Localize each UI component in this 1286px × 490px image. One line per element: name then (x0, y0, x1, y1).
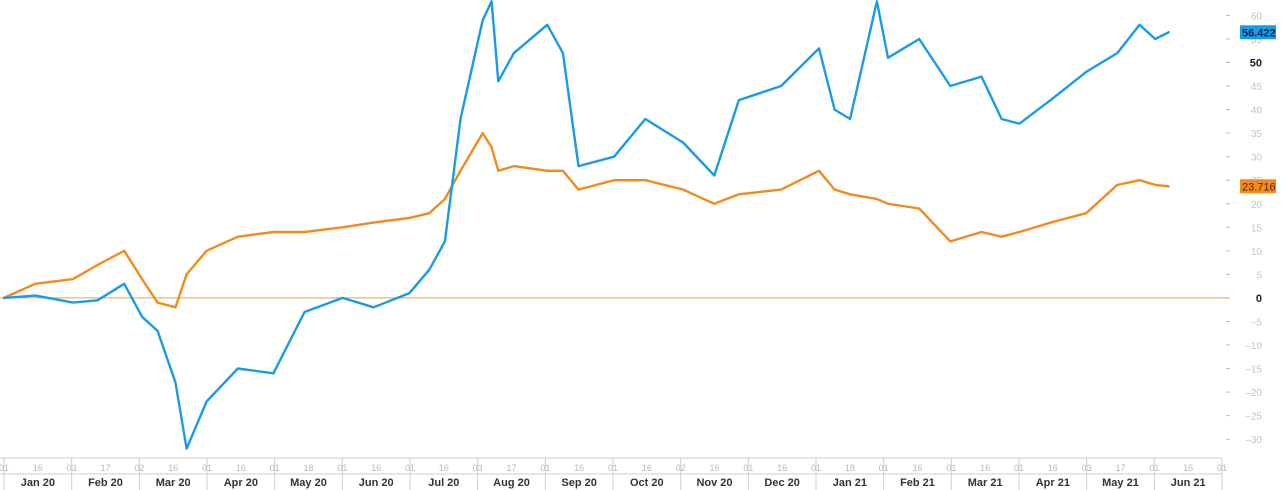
y-tick-label: –30 (1245, 435, 1262, 446)
x-day-tick-label: 01 (0, 463, 9, 473)
x-month-label: May 20 (290, 477, 327, 489)
x-day-tick-label: 16 (777, 463, 787, 473)
series-line-blue (2, 0, 1170, 450)
y-tick-label: –20 (1245, 388, 1262, 399)
x-day-tick-label: 16 (371, 463, 381, 473)
series-layer (2, 0, 1170, 450)
last-value-box (1240, 179, 1276, 194)
x-day-tick-label: 18 (845, 463, 855, 473)
y-tick-label: 35 (1251, 129, 1263, 140)
x-month-label: Nov 20 (696, 477, 732, 489)
x-month-label: Sep 20 (561, 477, 596, 489)
y-tick-label: –5 (1251, 317, 1263, 328)
x-month-label: Feb 21 (900, 477, 935, 489)
y-tick-label: 60 (1251, 11, 1263, 22)
y-axis: 605550454035302520151050–5–10–15–20–25–3… (1226, 11, 1262, 446)
x-month-label: Jan 21 (833, 477, 867, 489)
x-day-tick-label: 16 (912, 463, 922, 473)
x-month-label: Oct 20 (630, 477, 664, 489)
x-day-tick-label: 16 (1048, 463, 1058, 473)
x-day-tick-label: 17 (100, 463, 110, 473)
x-month-label: Jan 20 (21, 477, 55, 489)
y-tick-label: 55 (1251, 35, 1263, 46)
x-day-tick-label: 16 (439, 463, 449, 473)
y-tick-label: 40 (1251, 106, 1263, 117)
x-month-label: Apr 21 (1036, 477, 1070, 489)
x-day-tick-label: 16 (33, 463, 43, 473)
last-value-label: 56.422 (1242, 27, 1276, 39)
x-month-label: Jul 20 (428, 477, 459, 489)
x-month-label: Feb 20 (88, 477, 123, 489)
y-tick-label: 30 (1251, 153, 1263, 164)
y-tick-label: –15 (1245, 365, 1262, 376)
x-month-label: Jun 21 (1171, 477, 1206, 489)
x-day-tick-label: 16 (236, 463, 246, 473)
x-month-label: Aug 20 (493, 477, 530, 489)
x-month-label: Mar 21 (968, 477, 1003, 489)
y-tick-label: 45 (1251, 82, 1263, 93)
last-value-label: 23.716 (1242, 181, 1276, 193)
y-tick-label: 0 (1256, 293, 1262, 305)
x-day-tick-label: 16 (1183, 463, 1193, 473)
x-day-tick-label: 17 (1115, 463, 1125, 473)
x-day-tick-label: 16 (168, 463, 178, 473)
x-day-tick-label: 16 (980, 463, 990, 473)
x-day-tick-label: 16 (642, 463, 652, 473)
last-value-box (1240, 25, 1276, 40)
x-month-label: Jun 20 (359, 477, 394, 489)
last-value-labels: 56.422 23.716 (1240, 25, 1276, 194)
x-axis: 01 16 03 17 02 16 01 16 01 18 01 16 01 16 03 17 01 16 01 16… (0, 457, 1227, 490)
x-month-label: May 21 (1102, 477, 1139, 489)
x-day-tick-label: 17 (506, 463, 516, 473)
y-tick-label: 15 (1251, 223, 1263, 234)
y-tick-label: 20 (1251, 200, 1263, 211)
x-day-tick-label: 16 (574, 463, 584, 473)
y-tick-label: 50 (1250, 58, 1262, 70)
y-tick-label: 10 (1251, 247, 1263, 258)
x-month-label: Apr 20 (224, 477, 258, 489)
y-tick-label: –10 (1245, 341, 1262, 352)
x-day-tick-label: 18 (303, 463, 313, 473)
y-tick-label: 5 (1256, 270, 1262, 281)
series-line-orange (2, 131, 1170, 309)
x-month-label: Dec 20 (764, 477, 799, 489)
y-tick-label: –25 (1245, 412, 1262, 423)
x-month-label: Mar 20 (156, 477, 191, 489)
x-day-tick-label: 16 (709, 463, 719, 473)
